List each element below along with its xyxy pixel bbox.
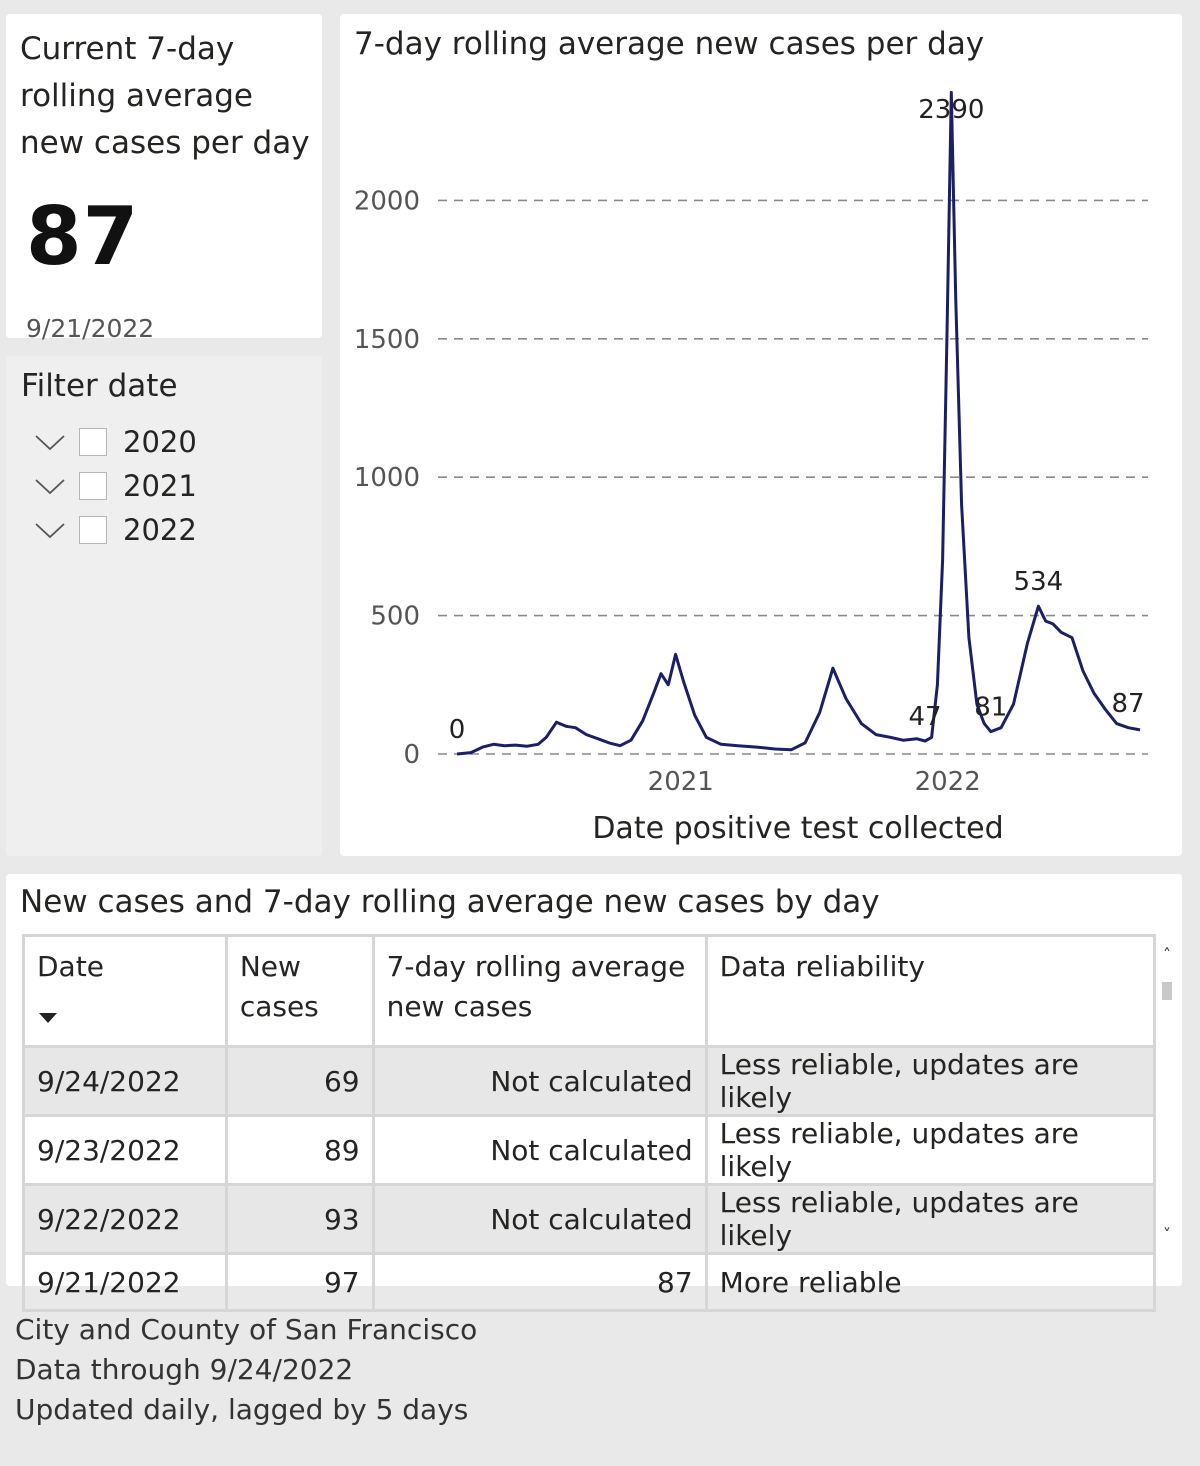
- table-row[interactable]: 9/23/2022 89 Not calculated Less reliabl…: [22, 1114, 1157, 1186]
- scrollbar-thumb[interactable]: [1162, 982, 1172, 1000]
- table-title: New cases and 7-day rolling average new …: [20, 884, 880, 920]
- column-header-new-cases[interactable]: New cases: [224, 934, 375, 1048]
- filter-label-2021: 2021: [123, 469, 197, 503]
- cell-date: 9/23/2022: [22, 1114, 228, 1186]
- column-header-rolling-average[interactable]: 7-day rolling average new cases: [371, 934, 708, 1048]
- table-card: New cases and 7-day rolling average new …: [6, 874, 1182, 1312]
- kpi-value: 87: [26, 190, 140, 283]
- y-tick-label: 1500: [354, 325, 420, 355]
- cell-date: 9/24/2022: [22, 1045, 228, 1117]
- cell-new-cases: 93: [224, 1183, 375, 1255]
- cell-new-cases: 69: [224, 1045, 375, 1117]
- cell-rolling-average: 87: [371, 1252, 708, 1312]
- kpi-date: 9/21/2022: [26, 314, 155, 343]
- x-axis-title: Date positive test collected: [592, 811, 1003, 846]
- series-line: [456, 90, 1141, 756]
- scroll-down-icon[interactable]: ˅: [1163, 1225, 1171, 1244]
- cell-new-cases: 89: [224, 1114, 375, 1186]
- chevron-down-icon[interactable]: [34, 515, 66, 545]
- x-tick-label: 2022: [915, 767, 981, 797]
- filter-title: Filter date: [21, 368, 178, 404]
- cell-reliability: Less reliable, updates are likely: [704, 1183, 1157, 1255]
- filter-item-2022[interactable]: 2022: [34, 512, 197, 548]
- table-row[interactable]: 9/21/2022 97 87 More reliable: [22, 1252, 1157, 1312]
- filter-item-2020[interactable]: 2020: [34, 424, 197, 460]
- cell-rolling-average: Not calculated: [371, 1114, 708, 1186]
- data-label: 81: [974, 693, 1007, 723]
- cell-reliability: More reliable: [704, 1252, 1157, 1312]
- column-header-data-reliability[interactable]: Data reliability: [704, 934, 1157, 1048]
- data-label: 87: [1111, 689, 1144, 719]
- footer-data-through: Data through 9/24/2022: [15, 1353, 354, 1386]
- cell-reliability: Less reliable, updates are likely: [704, 1045, 1157, 1117]
- filter-checkbox-2021[interactable]: [79, 472, 107, 500]
- chart-title: 7-day rolling average new cases per day: [354, 26, 985, 62]
- filter-date-panel: Filter date 2020 2021 2022: [6, 356, 322, 856]
- y-tick-label: 1000: [354, 463, 420, 493]
- filter-item-2021[interactable]: 2021: [34, 468, 197, 504]
- cell-reliability: Less reliable, updates are likely: [704, 1114, 1157, 1186]
- cases-table: Date New cases 7-day rolling average new…: [22, 934, 1157, 1312]
- table-row[interactable]: 9/24/2022 69 Not calculated Less reliabl…: [22, 1045, 1157, 1117]
- cell-date: 9/22/2022: [22, 1183, 228, 1255]
- data-label: 0: [449, 715, 466, 745]
- cell-date: 9/21/2022: [22, 1252, 228, 1312]
- sort-descending-icon[interactable]: [39, 1013, 57, 1023]
- cell-rolling-average: Not calculated: [371, 1045, 708, 1117]
- cell-rolling-average: Not calculated: [371, 1183, 708, 1255]
- cell-new-cases: 97: [224, 1252, 375, 1312]
- y-tick-label: 2000: [354, 186, 420, 216]
- filter-label-2020: 2020: [123, 425, 197, 459]
- data-label: 2390: [918, 95, 984, 125]
- chevron-down-icon[interactable]: [34, 427, 66, 457]
- line-chart[interactable]: 0 500 1000 1500 2000 2021 2022 Date positive te…: [340, 14, 1182, 856]
- filter-checkbox-2020[interactable]: [79, 428, 107, 456]
- scroll-up-icon[interactable]: ˄: [1163, 945, 1171, 964]
- table-scrollbar[interactable]: ˄ ˅: [1158, 936, 1176, 1266]
- data-label: 534: [1014, 567, 1064, 597]
- filter-checkbox-2022[interactable]: [79, 516, 107, 544]
- filter-label-2022: 2022: [123, 513, 197, 547]
- column-header-date[interactable]: Date: [22, 934, 228, 1048]
- footer-source: City and County of San Francisco: [15, 1313, 478, 1346]
- chevron-down-icon[interactable]: [34, 471, 66, 501]
- footer-notes: City and County of San Francisco Data th…: [15, 1310, 477, 1430]
- kpi-title: Current 7-day rolling average new cases …: [20, 31, 310, 161]
- kpi-card: Current 7-day rolling average new cases …: [6, 14, 322, 343]
- y-tick-label: 500: [370, 602, 420, 632]
- x-tick-label: 2021: [648, 767, 714, 797]
- data-label: 47: [908, 702, 941, 732]
- y-tick-label: 0: [403, 740, 420, 770]
- column-header-date-label: Date: [37, 950, 104, 983]
- chart-card: 7-day rolling average new cases per day …: [340, 14, 1182, 856]
- table-row[interactable]: 9/22/2022 93 Not calculated Less reliabl…: [22, 1183, 1157, 1255]
- footer-update-note: Updated daily, lagged by 5 days: [15, 1393, 469, 1426]
